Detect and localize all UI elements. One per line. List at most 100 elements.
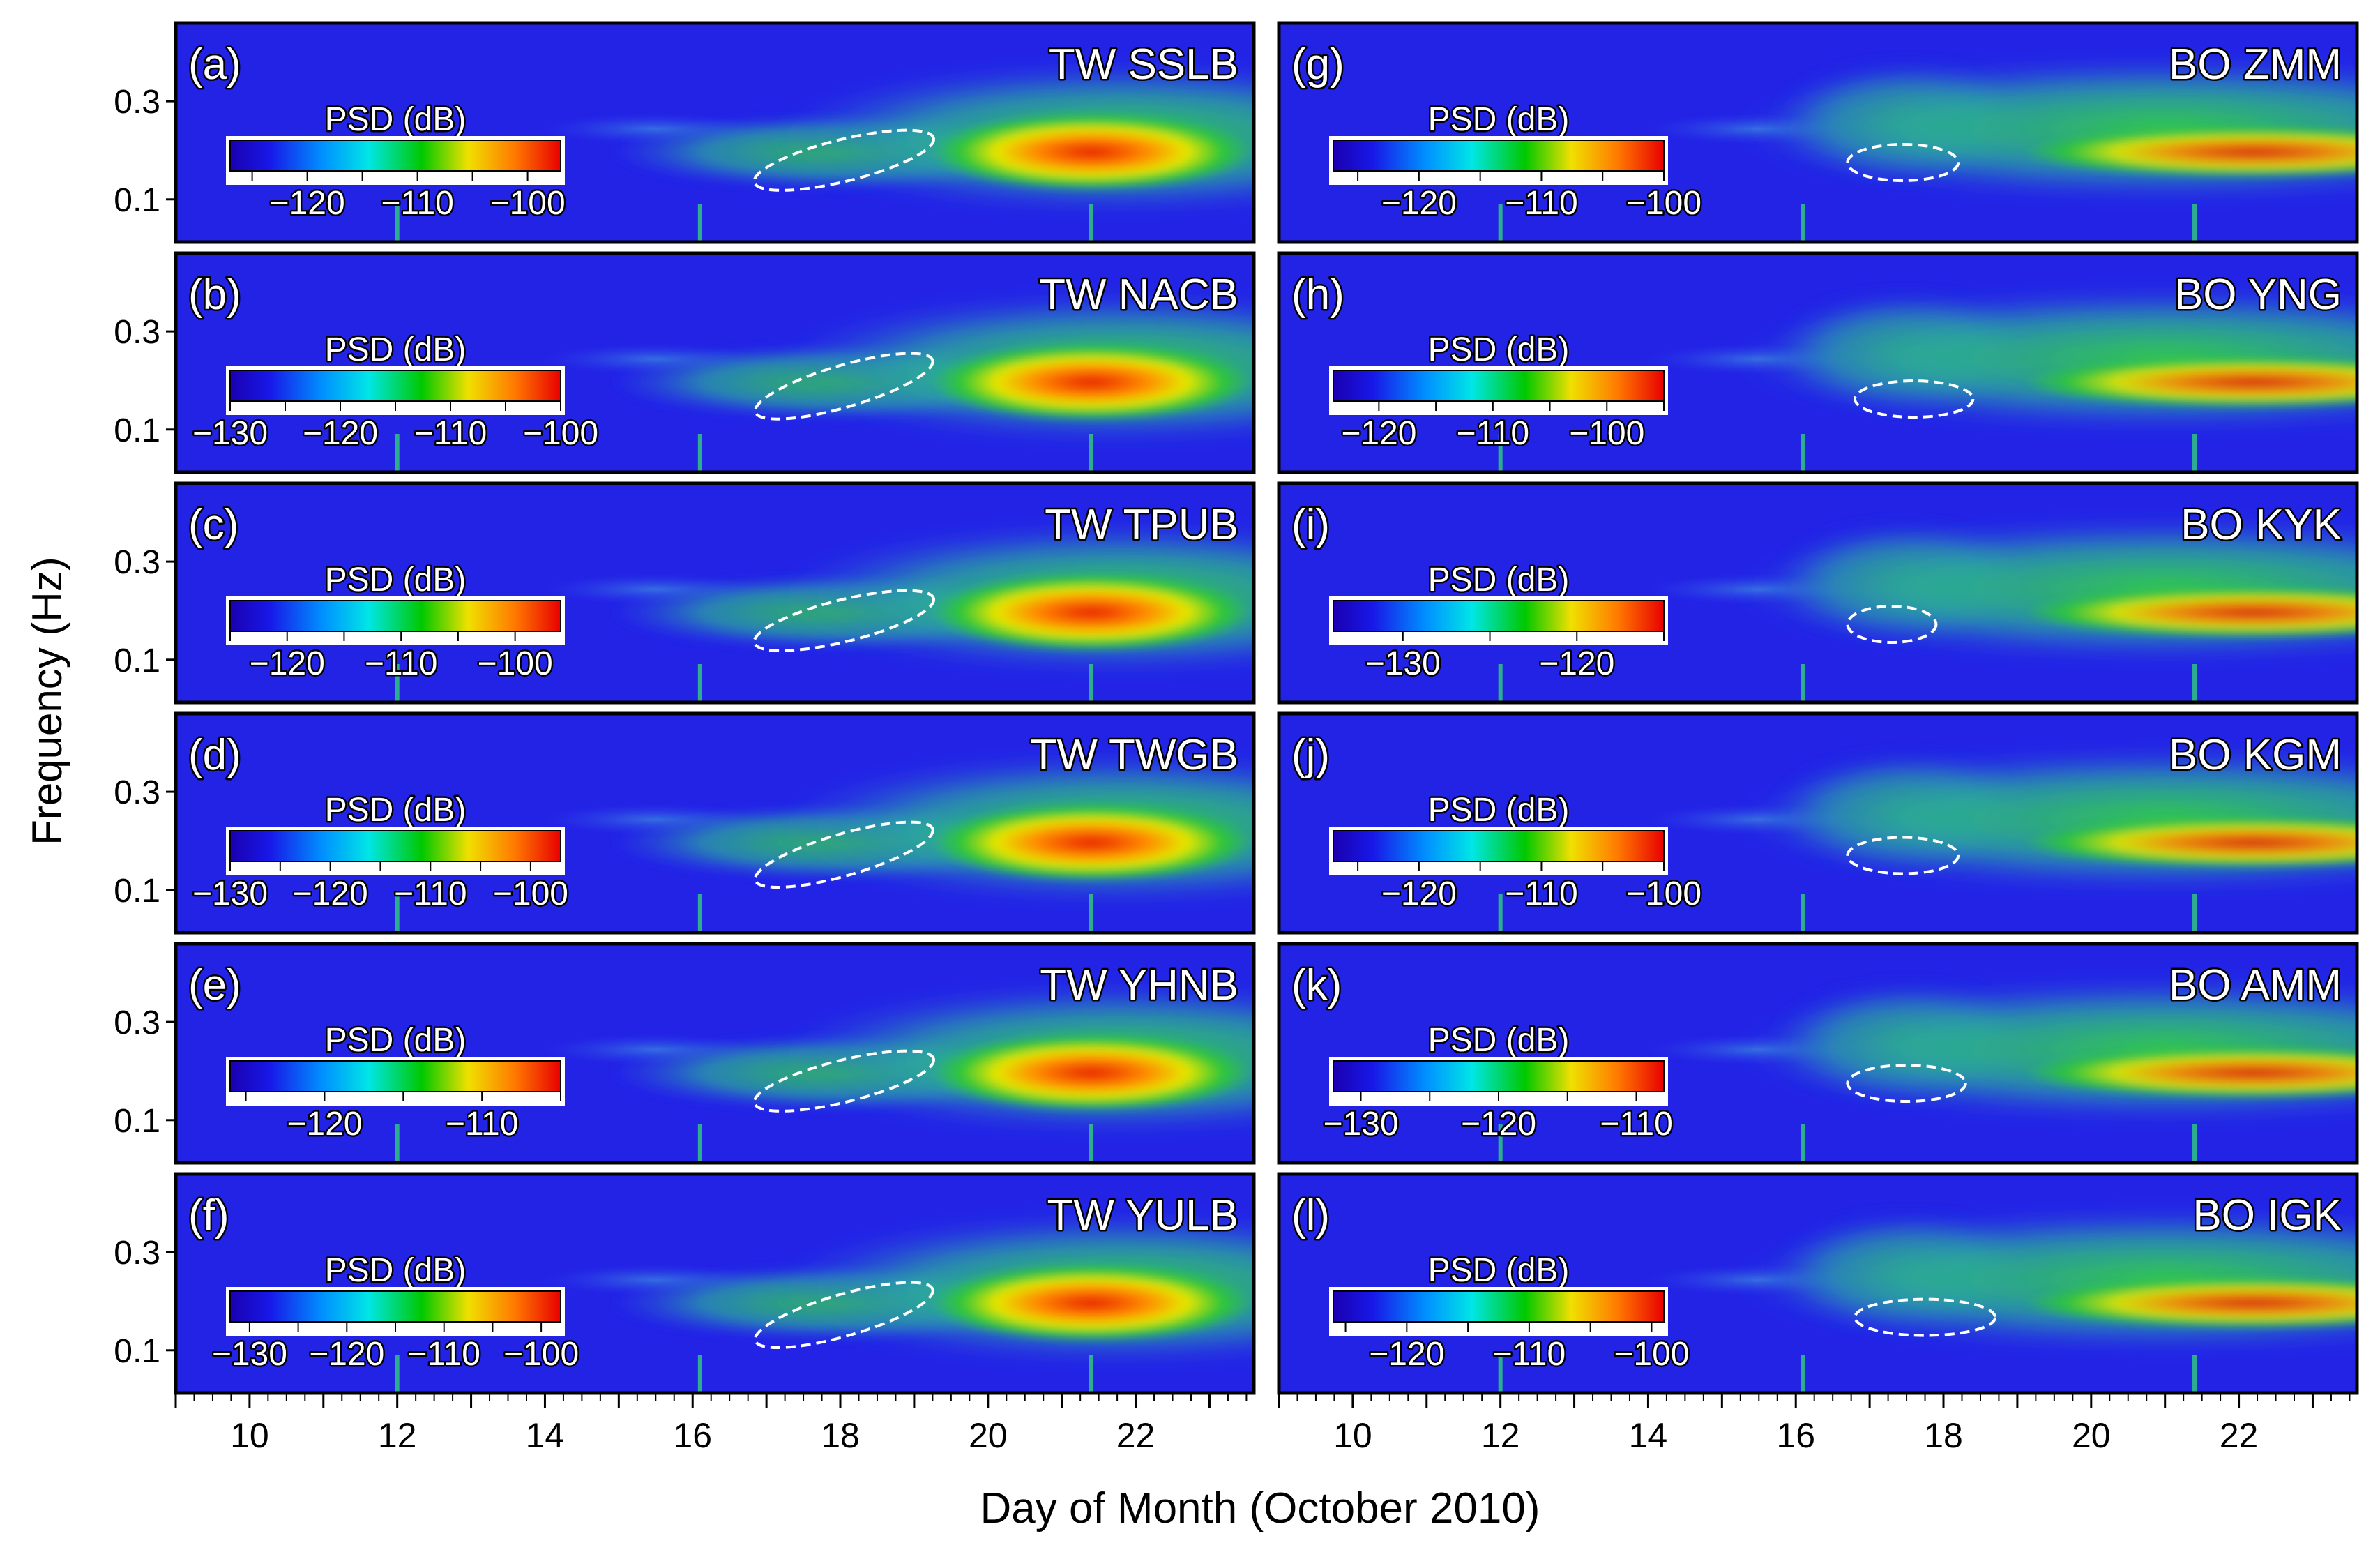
station-label: BO KGM [2169,731,2342,779]
transient-streak [1089,434,1094,472]
colorbar-tick-label: −130 [192,415,268,452]
colorbar-tick-label: −110 [1493,1336,1566,1373]
y-tick-label: 0.3 [114,544,160,581]
panel-letter: (i) [1291,501,1330,549]
panel-letter: (l) [1291,1191,1330,1240]
x-tick-label: 22 [1116,1416,1155,1455]
station-label: BO YNG [2174,271,2342,319]
transient-streak [1498,664,1503,702]
station-label: BO KYK [2181,501,2342,549]
transient-streak [697,434,702,472]
colorbar [1333,830,1665,862]
colorbar-title: PSD (dB) [325,562,467,598]
transient-streak [697,664,702,702]
highlight-ellipse [1846,836,1960,875]
colorbar-tick-label: −120 [1381,185,1457,222]
panel-border [174,21,1256,244]
transient-streak [395,664,400,702]
storm-peak [931,804,1252,881]
colorbar-tick-label: −120 [270,185,345,222]
colorbar-tick-label: −110 [381,185,454,222]
colorbar-tick-label: −130 [1365,645,1441,682]
panel-letter: (h) [1291,271,1344,319]
colorbar-tick-label: −120 [1461,1106,1536,1143]
x-tick-label: 20 [2072,1416,2111,1455]
x-tick-label: 12 [1481,1416,1520,1455]
highlight-ellipse [1846,1064,1967,1104]
storm-peak [2023,817,2357,868]
colorbar-tick-label: −120 [303,415,378,452]
colorbar-tick-label: −110 [407,1336,480,1373]
colorbar-tick-label: −100 [503,1336,579,1373]
colorbar-tick-label: −100 [490,185,566,222]
panel-d: (d) TW TWGB PSD (dB) −130 −120 −110 −100 0.1 0.3 [114,711,1256,935]
colorbar-tick-label: −120 [1369,1336,1444,1373]
y-tick-label: 0.1 [114,1103,160,1140]
colorbar-tick-label: −100 [478,645,553,682]
x-tick-label: 18 [1924,1416,1963,1455]
panel-a: (a) TW SSLB PSD (dB) −120 −110 −100 0.1 0.3 [114,21,1256,244]
transient-streak [1089,1355,1094,1393]
storm-peak [2023,126,2357,177]
transient-streak [1089,664,1094,702]
storm-peak [931,343,1252,421]
transient-streak [697,204,702,242]
colorbar-tick-label: −120 [1539,645,1614,682]
panel-h: (h) BO YNG PSD (dB) −120 −110 −100 [1277,251,2359,474]
x-tick-label: 18 [821,1416,860,1455]
colorbar [229,830,561,862]
transient-streak [395,1355,400,1393]
panel-border [174,1172,1256,1395]
panel-l: (l) BO IGK PSD (dB) −120 −110 −100 [1277,1172,2359,1395]
station-label: BO ZMM [2169,40,2342,89]
colorbar-tick-label: −120 [287,1106,362,1143]
panel-letter: (b) [188,271,241,319]
colorbar-title: PSD (dB) [1428,331,1570,368]
transient-streak [2192,1124,2197,1163]
panel-i: (i) BO KYK PSD (dB) −130 −120 [1277,481,2359,705]
colorbar-tick-label: −130 [192,875,268,912]
x-tick-label: 16 [1776,1416,1815,1455]
highlight-ellipse [752,589,936,652]
transient-streak [1801,664,1805,702]
transient-streak [1498,1355,1503,1393]
colorbar [1333,1060,1665,1092]
y-tick-label: 0.1 [114,182,160,219]
transient-streak [1498,1124,1503,1163]
colorbar [229,1060,561,1092]
transient-streak [1801,894,1805,933]
panel-letter: (k) [1291,961,1342,1009]
colorbar-tick-label: −110 [1457,415,1530,452]
colorbar-tick-label: −100 [523,415,598,452]
storm-peak [931,1034,1252,1111]
highlight-ellipse [754,352,934,421]
transient-streak [1498,434,1503,472]
highlight-ellipse [1853,1297,1997,1337]
storm-peak [2023,1277,2357,1328]
panel-letter: (c) [188,501,238,549]
transient-streak [1498,204,1503,242]
colorbar [229,370,561,402]
highlight-ellipse [1846,605,1938,645]
station-label: TW YULB [1047,1191,1238,1240]
colorbar-title: PSD (dB) [325,101,467,138]
transient-streak [1801,1355,1805,1393]
transient-streak [395,204,400,242]
panel-border [1277,21,2359,244]
storm-peak [2023,587,2357,638]
station-label: TW TWGB [1031,731,1238,779]
panel-letter: (a) [188,40,241,89]
transient-streak [697,894,702,933]
y-tick-label: 0.3 [114,1235,160,1272]
colorbar-tick-label: −100 [1626,875,1701,912]
colorbar-tick-label: −120 [1341,415,1416,452]
colorbar-title: PSD (dB) [1428,1022,1570,1059]
panel-letter: (j) [1291,731,1330,779]
station-label: TW YHNB [1040,961,1238,1009]
colorbar-title: PSD (dB) [1428,562,1570,598]
y-tick-label: 0.1 [114,412,160,449]
transient-streak [1089,1124,1094,1163]
x-tick-label: 10 [230,1416,269,1455]
storm-peak [931,113,1252,190]
panel-j: (j) BO KGM PSD (dB) −120 −110 −100 [1277,711,2359,935]
